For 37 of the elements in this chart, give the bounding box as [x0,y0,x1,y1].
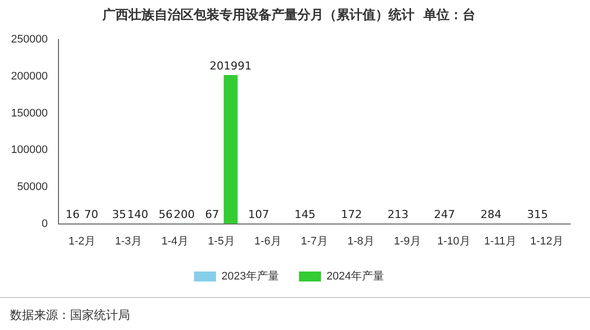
data-label: 67 [205,208,220,222]
x-tick-label: 1-7月 [300,235,328,248]
y-tick-label: 150000 [10,107,48,120]
bar [224,74,238,224]
x-tick-label: 1-6月 [254,235,282,248]
data-label: 35 [112,208,126,222]
source-note: 数据来源：国家统计局 [10,307,130,324]
data-label: 172 [341,208,362,222]
y-tick-label: 200000 [10,70,48,82]
data-label: 107 [248,208,270,222]
data-label: 213 [388,208,409,221]
chart-title: 广西壮族自治区包装专用设备产量分月（累计值）统计 单位：台 [101,7,476,24]
data-label: 70 [84,208,98,222]
x-tick-label: 1-3月 [114,235,142,248]
data-label: 284 [480,208,502,221]
y-tick-label: 0 [42,218,48,230]
y-tick-label: 50000 [17,180,48,193]
y-tick-label: 100000 [10,144,48,156]
data-label: 247 [434,208,455,221]
x-tick-label: 1-12月 [530,235,564,248]
data-label: 145 [294,208,316,222]
legend-label: 2024年产量 [326,270,384,283]
data-label: 140 [127,208,148,222]
data-label: 16 [66,208,80,222]
x-tick-label: 1-9月 [394,235,421,248]
x-tick-label: 1-4月 [161,235,188,248]
data-label: 201991 [210,59,252,72]
y-tick-label: 250000 [10,34,48,46]
legend-label: 2023年产量 [222,270,280,283]
x-tick-label: 1-2月 [68,235,96,248]
x-tick-label: 1-5月 [208,235,235,248]
data-label: 315 [526,208,548,221]
data-label: 56 [158,208,173,222]
x-tick-label: 1-8月 [347,235,374,248]
x-tick-label: 1-11月 [484,235,516,248]
x-tick-label: 1-10月 [437,235,470,248]
data-label: 200 [174,208,195,222]
